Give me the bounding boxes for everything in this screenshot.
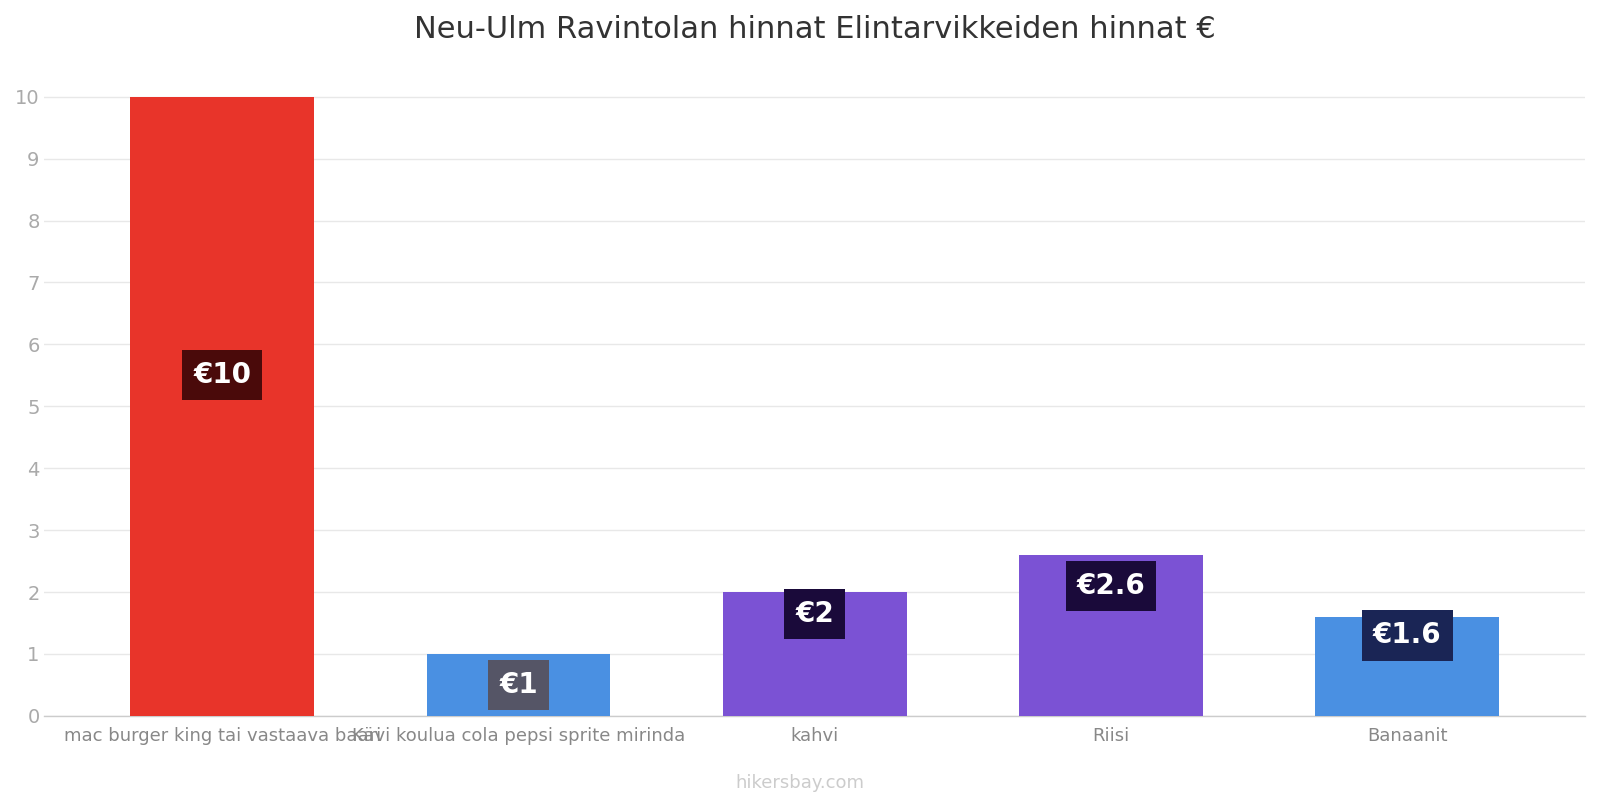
Text: €2.6: €2.6 <box>1077 572 1146 600</box>
Bar <box>1019 555 1203 716</box>
Title: Neu-Ulm Ravintolan hinnat Elintarvikkeiden hinnat €: Neu-Ulm Ravintolan hinnat Elintarvikkeid… <box>414 15 1216 44</box>
Bar <box>427 654 610 716</box>
Text: hikersbay.com: hikersbay.com <box>736 774 864 792</box>
Text: €1.6: €1.6 <box>1373 622 1442 650</box>
Bar <box>130 97 314 716</box>
Text: €1: €1 <box>499 671 538 699</box>
Text: €10: €10 <box>194 362 251 390</box>
Bar <box>1315 617 1499 716</box>
Bar <box>723 592 907 716</box>
Text: €2: €2 <box>795 600 834 628</box>
